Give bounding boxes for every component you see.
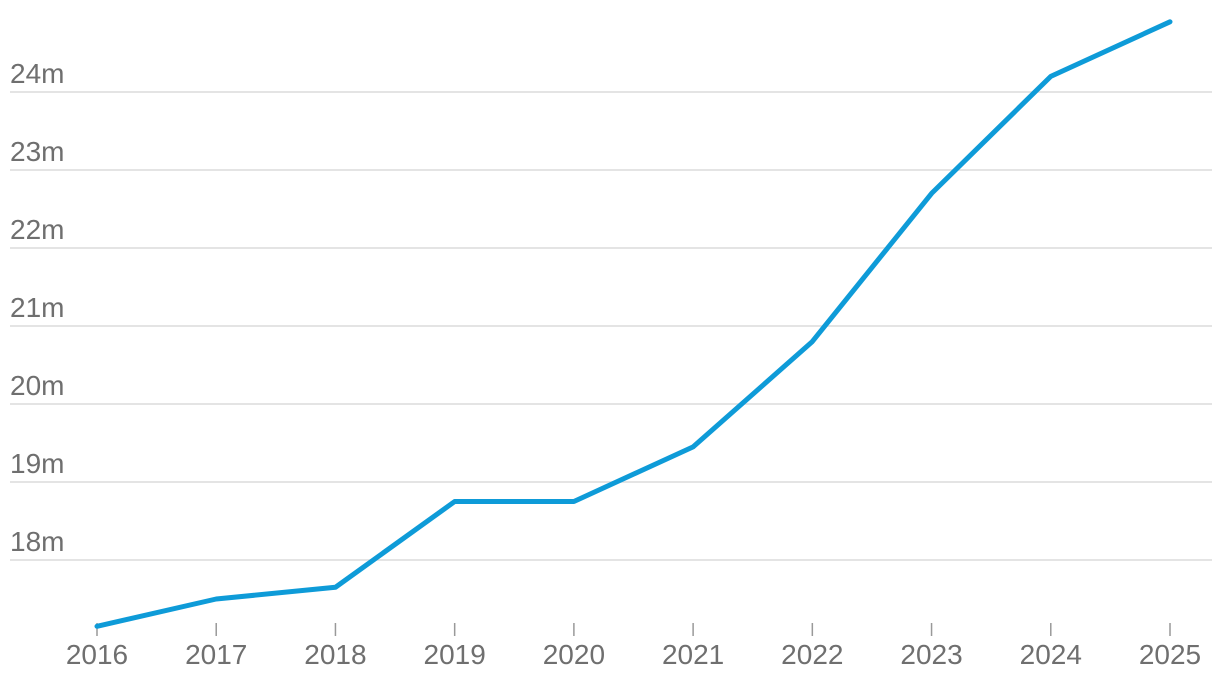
x-axis-label: 2022 [781,639,843,670]
x-axis-label: 2018 [304,639,366,670]
y-axis-label: 18m [10,526,64,557]
x-axis-label: 2016 [66,639,128,670]
y-axis-label: 23m [10,136,64,167]
data-line [94,19,1173,629]
x-axis-label: 2023 [900,639,962,670]
x-axis-label: 2024 [1020,639,1082,670]
x-axis-label: 2020 [543,639,605,670]
y-axis-label: 19m [10,448,64,479]
y-axis-label: 24m [10,58,64,89]
x-axis-label: 2017 [185,639,247,670]
x-axis-label: 2019 [424,639,486,670]
y-axis-label: 20m [10,370,64,401]
x-axis-label: 2021 [662,639,724,670]
y-axis-label: 21m [10,292,64,323]
x-axis-label: 2025 [1139,639,1201,670]
y-axis-label: 22m [10,214,64,245]
